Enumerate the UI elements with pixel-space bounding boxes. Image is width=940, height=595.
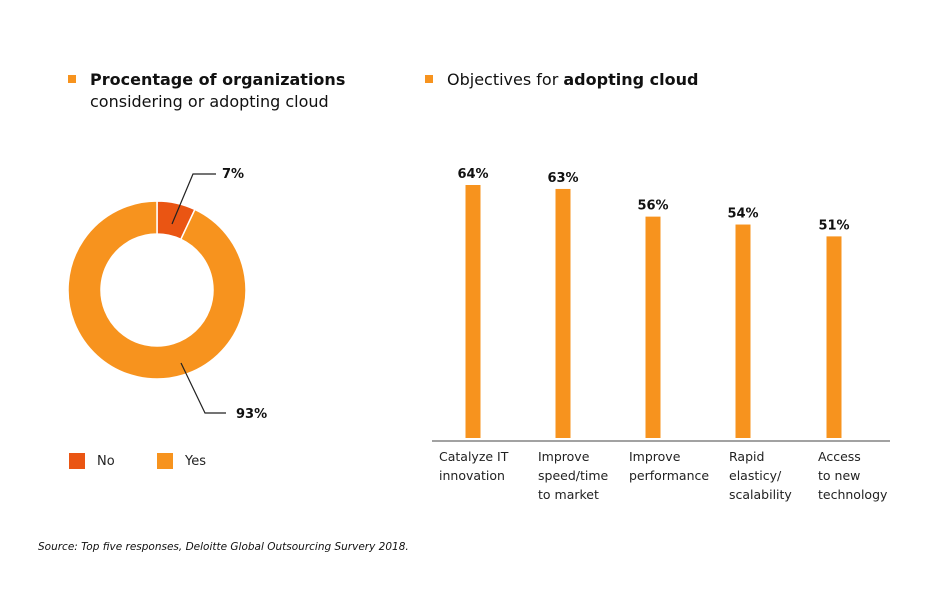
bar-title-bold: adopting cloud [563,70,699,89]
leader-line-yes [180,362,226,414]
bar-value-label-1: 64% [457,167,488,182]
bar-value-label-3: 56% [637,199,668,214]
category-label-2: Improve speed/time to market [538,449,609,502]
bar-5 [826,236,842,438]
bar-value-label-2: 63% [547,171,578,186]
category-label-4: Rapid elasticy/scalability [729,449,792,502]
legend-swatch-yes [157,453,173,469]
bar-3 [645,216,661,438]
bar-value-label-5: 51% [818,218,849,233]
legend-swatch-no [69,453,85,469]
bar-value-label-4: 54% [727,207,758,222]
category-label-5: Access to new technology [818,449,888,502]
bar-4 [735,224,751,438]
bar-title-prefix: Objectives for [447,70,564,89]
legend-label-no: No [97,453,115,469]
donut-slice-yes [67,200,247,380]
leader-line-no [171,173,216,225]
title-bullet-left [68,75,76,83]
title-bullet-right [425,75,433,83]
category-label-3: Improve performance [629,449,710,483]
bar-1 [465,185,481,438]
bar-2 [555,188,571,438]
donut-title-bold: Procentage of organizations [90,70,346,89]
source-note: Source: Top five responses, Deloitte Glo… [38,541,409,553]
legend-item-yes: Yes [157,453,206,469]
data-label-yes: 93% [236,407,267,422]
donut-title-rest: considering or adopting cloud [90,92,329,111]
data-label-no: 7% [222,167,244,182]
bar-chart-title: Objectives for adopting cloud [447,69,698,91]
legend-item-no: No [69,453,115,469]
donut-chart-title: Procentage of organizations considering … [90,69,345,113]
category-label-1: Catalyze IT innovation [439,449,509,483]
legend-label-yes: Yes [185,453,206,469]
